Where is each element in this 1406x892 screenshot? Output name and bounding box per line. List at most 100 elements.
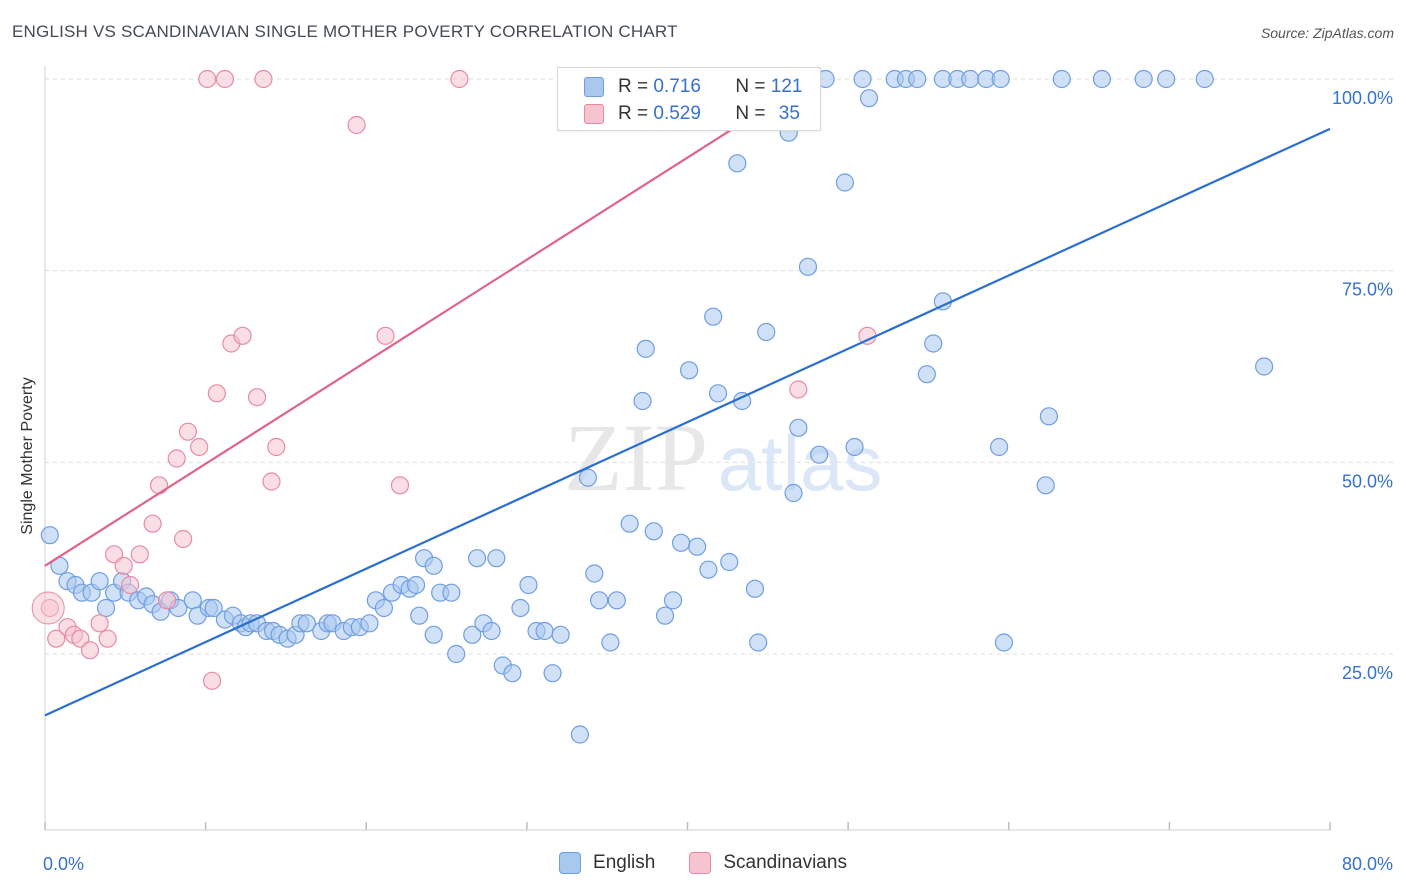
english-point	[1255, 357, 1274, 376]
scandinavian-points	[31, 69, 877, 690]
scandinavian-point	[254, 69, 273, 89]
english-point	[519, 575, 538, 595]
scandinavian-point	[347, 115, 366, 135]
scandinavian-point	[390, 476, 410, 495]
english-point	[607, 591, 626, 610]
legend-n-label: N =	[735, 76, 766, 97]
scandinavian-point	[149, 476, 169, 495]
legend-r-label: R =	[618, 76, 649, 97]
english-point	[447, 644, 466, 664]
trend-lines	[44, 78, 1331, 717]
legend-row-scandinavian: R = 0.529 N = 35	[558, 100, 800, 128]
scandinavian-point	[157, 591, 177, 610]
legend-item-english[interactable]: English	[559, 852, 655, 874]
english-point	[487, 549, 506, 568]
english-point	[749, 633, 768, 652]
english-point	[424, 625, 443, 644]
legend-n-label: N =	[735, 103, 766, 124]
scandinavian-point	[190, 437, 209, 457]
english-point	[798, 257, 818, 276]
english-point	[570, 725, 589, 744]
y-tick-label: 75.0%	[1342, 280, 1393, 300]
english-point	[991, 69, 1010, 89]
english-point	[535, 621, 554, 641]
watermark-zip: ZIP	[564, 404, 708, 511]
english-point	[410, 606, 429, 625]
english-point	[644, 522, 663, 541]
chart-title: ENGLISH VS SCANDINAVIAN SINGLE MOTHER PO…	[12, 22, 678, 41]
english-point	[183, 591, 202, 610]
english-point	[917, 365, 936, 384]
legend-label-scandinavian: Scandinavians	[723, 852, 847, 873]
english-point	[360, 614, 379, 633]
scandinavian-point	[789, 380, 808, 399]
english-point	[590, 591, 609, 610]
english-point	[810, 445, 829, 464]
source-label: Source: ZipAtlas.com	[1260, 25, 1394, 41]
english-point	[845, 437, 864, 457]
english-point	[424, 556, 443, 575]
english-point	[680, 361, 699, 380]
english-point	[720, 552, 739, 572]
legend-r-value: 0.529	[653, 103, 701, 124]
english-point	[620, 514, 639, 533]
english-point	[463, 625, 482, 644]
scandinavian-point	[143, 514, 162, 533]
legend-swatch-english	[559, 852, 582, 874]
scandinavian-point	[207, 384, 226, 403]
scandinavian-point	[80, 641, 100, 660]
english-point	[204, 598, 223, 618]
english-point	[297, 614, 316, 633]
scandinavian-point	[267, 437, 286, 457]
english-point	[704, 307, 723, 326]
english-point	[503, 664, 522, 683]
english-point	[708, 384, 728, 403]
grid-lines	[45, 78, 1395, 655]
english-point	[853, 69, 872, 89]
english-point	[551, 625, 570, 644]
scandinavian-point	[121, 575, 140, 595]
legend-r-label: R =	[618, 103, 649, 124]
english-point	[784, 483, 803, 503]
scandinavian-point	[178, 422, 198, 441]
english-point	[636, 339, 655, 358]
english-point	[482, 621, 501, 641]
english-point	[990, 437, 1009, 457]
x-tick-label: 80.0%	[1342, 854, 1393, 874]
english-point	[688, 537, 707, 556]
scandinavian-point	[98, 629, 117, 648]
y-tick-label: 50.0%	[1342, 471, 1393, 491]
english-point	[633, 391, 652, 411]
correlation-legend: R = 0.716 N = 121 R = 0.529 N = 35	[557, 67, 821, 131]
y-tick-label: 100.0%	[1332, 88, 1393, 108]
english-point	[789, 418, 808, 437]
english-point	[578, 468, 598, 487]
legend-item-scandinavian[interactable]: Scandinavians	[689, 852, 847, 874]
english-point	[924, 334, 943, 353]
scandinavian-point	[167, 449, 186, 468]
english-point	[728, 154, 747, 173]
scandinavian-point	[114, 556, 133, 575]
english-point	[511, 598, 530, 618]
scandinavian-point	[247, 388, 267, 407]
english-point	[1134, 69, 1153, 89]
legend-swatch-scandinavian	[584, 104, 604, 124]
english-point	[663, 591, 683, 610]
english-point	[374, 598, 394, 618]
english-point	[994, 633, 1014, 652]
english-point	[757, 322, 776, 342]
legend-row-english: R = 0.716 N = 121	[558, 73, 802, 101]
english-point	[1039, 407, 1059, 426]
legend-n-value: 121	[770, 76, 803, 97]
english-point	[442, 583, 461, 602]
scandinavian-point	[130, 545, 149, 564]
english-point	[585, 564, 604, 583]
english-point	[1036, 476, 1055, 495]
legend-r-value: 0.716	[653, 76, 701, 97]
english-points	[40, 69, 1274, 744]
scandinavian-point	[174, 529, 193, 549]
scandinavian-point	[90, 614, 109, 633]
english-point	[835, 173, 855, 192]
english-point	[671, 533, 691, 552]
english-point	[859, 89, 879, 108]
